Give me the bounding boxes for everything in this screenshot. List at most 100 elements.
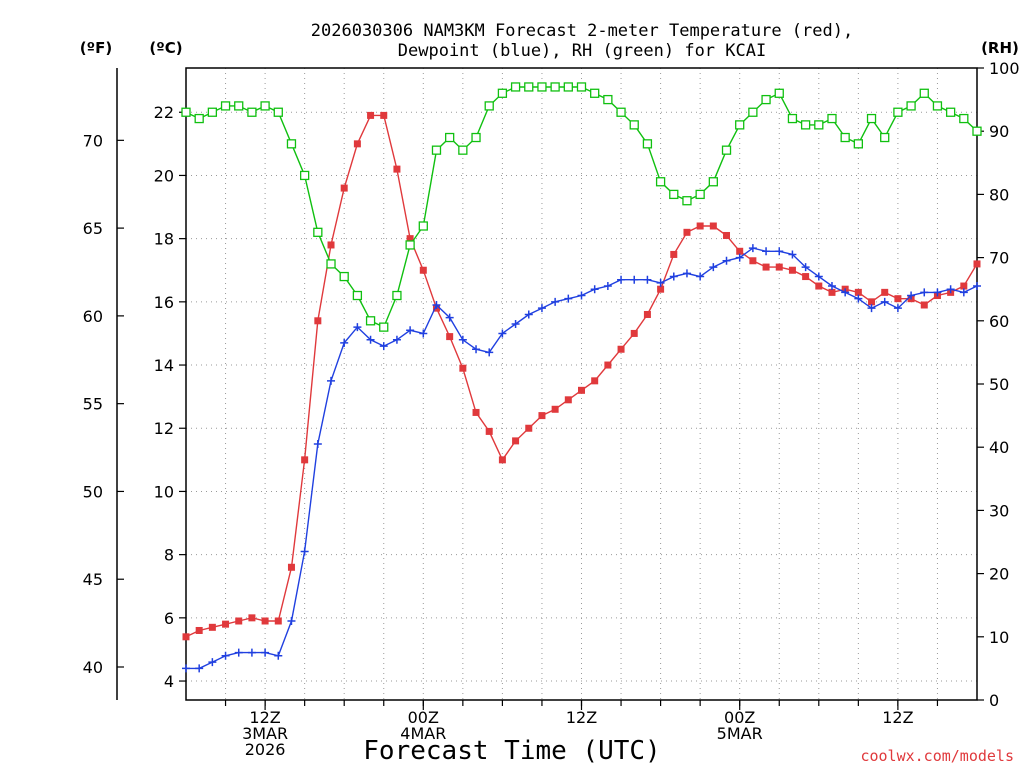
rh-tick-label: 10 <box>989 628 1009 647</box>
temperature-point <box>657 285 665 293</box>
rh-point <box>972 126 982 136</box>
dewpoint-point <box>327 376 336 385</box>
x-tick-label: 00Z <box>408 708 439 727</box>
rh-point <box>787 113 798 124</box>
celsius-tick-label: 20 <box>154 166 174 185</box>
rh-point <box>365 316 376 326</box>
temperature-point <box>380 111 388 119</box>
series-rh <box>181 82 982 332</box>
temperature-point <box>709 222 717 230</box>
dewpoint-point <box>353 323 362 332</box>
temperature-point <box>195 626 203 634</box>
temperature-point <box>683 228 691 236</box>
rh-point <box>655 177 666 187</box>
dewpoint-point <box>274 651 283 660</box>
temperature-point <box>775 263 783 271</box>
dewpoint-point <box>959 288 968 297</box>
dewpoint-point <box>722 256 731 265</box>
dewpoint-point <box>801 263 810 272</box>
temperature-point <box>182 633 190 641</box>
rh-point <box>893 107 903 117</box>
rh-point <box>945 107 956 117</box>
x-tick-label: 12Z <box>249 708 280 727</box>
series-dewpoint <box>182 244 981 673</box>
dewpoint-point <box>392 335 401 344</box>
dewpoint-point <box>630 275 639 284</box>
tick-labels: 4 6 8 10 12 14 16 18 20 22 40 45 50 55 60 65 70 0 10 20 30 40… <box>83 59 1020 759</box>
rh-point <box>880 132 890 143</box>
x-tick-label: 5MAR <box>717 724 763 743</box>
rh-point <box>906 101 916 111</box>
temperature-point <box>564 396 572 404</box>
dewpoint-point <box>511 319 520 328</box>
rh-point <box>866 113 877 124</box>
rh-point <box>181 107 191 117</box>
temperature-point <box>459 364 467 372</box>
temperature-point <box>261 617 269 625</box>
rh-point <box>840 132 850 143</box>
temperature-point <box>828 288 836 296</box>
fahrenheit-tick-label: 50 <box>83 482 103 501</box>
dewpoint-point <box>340 338 349 347</box>
rh-point <box>959 113 969 124</box>
fahrenheit-tick-label: 65 <box>83 219 103 238</box>
rh-point <box>603 94 613 105</box>
temperature-point <box>960 282 968 290</box>
dewpoint-point <box>564 294 573 303</box>
data-series <box>181 82 982 673</box>
dewpoint-point <box>182 664 190 673</box>
x-tick-label: 00Z <box>724 708 755 727</box>
temperature-point <box>538 412 546 420</box>
rh-tick-label: 40 <box>989 438 1009 457</box>
rh-point <box>458 145 468 155</box>
rh-point <box>761 94 771 105</box>
temperature-point <box>696 222 704 230</box>
rh-point <box>497 88 508 98</box>
temperature-point <box>393 165 401 173</box>
rh-point <box>194 113 204 124</box>
dewpoint-point <box>300 547 309 556</box>
temperature-point <box>736 247 744 255</box>
rh-point <box>932 101 943 111</box>
rh-point <box>708 177 718 187</box>
dewpoint-point <box>748 244 757 253</box>
rh-unit-label: (RH) <box>981 39 1019 57</box>
x-tick-label: 2026 <box>245 740 286 759</box>
fahrenheit-tick-label: 55 <box>83 395 103 414</box>
dewpoint-point <box>643 275 652 284</box>
rh-point <box>735 120 745 130</box>
dewpoint-point <box>617 275 626 284</box>
dewpoint-point <box>221 651 230 660</box>
fahrenheit-tick-label: 60 <box>83 307 103 326</box>
temperature-point <box>512 437 520 445</box>
celsius-tick-label: 18 <box>154 230 174 249</box>
temperature-point <box>367 111 375 119</box>
rh-point <box>919 88 929 98</box>
rh-point <box>286 139 297 149</box>
rh-point <box>471 132 481 143</box>
temperature-point <box>920 301 928 309</box>
temperature-point <box>498 456 506 464</box>
x-tick-label: 3MAR <box>242 724 288 743</box>
temperature-point <box>353 140 361 148</box>
rh-point <box>431 145 442 155</box>
dewpoint-point <box>814 272 823 281</box>
dewpoint-point <box>669 272 678 281</box>
axes <box>116 67 984 710</box>
dewpoint-point <box>827 282 836 291</box>
rh-point <box>484 101 494 111</box>
dewpoint-point <box>946 285 955 294</box>
dewpoint-point <box>775 247 784 256</box>
dewpoint-point <box>234 648 243 657</box>
temperature-point <box>749 257 757 265</box>
chart-title-line-1: 2026030306 NAM3KM Forecast 2-meter Tempe… <box>311 21 853 41</box>
rh-point <box>510 82 521 92</box>
dewpoint-point <box>735 253 744 262</box>
rh-point <box>220 101 231 111</box>
rh-point <box>682 196 692 206</box>
temperature-point <box>643 310 651 318</box>
dewpoint-point <box>788 250 797 259</box>
celsius-tick-label: 14 <box>154 356 174 375</box>
dewpoint-point <box>920 288 929 297</box>
celsius-unit-label: (ºC) <box>149 39 182 57</box>
